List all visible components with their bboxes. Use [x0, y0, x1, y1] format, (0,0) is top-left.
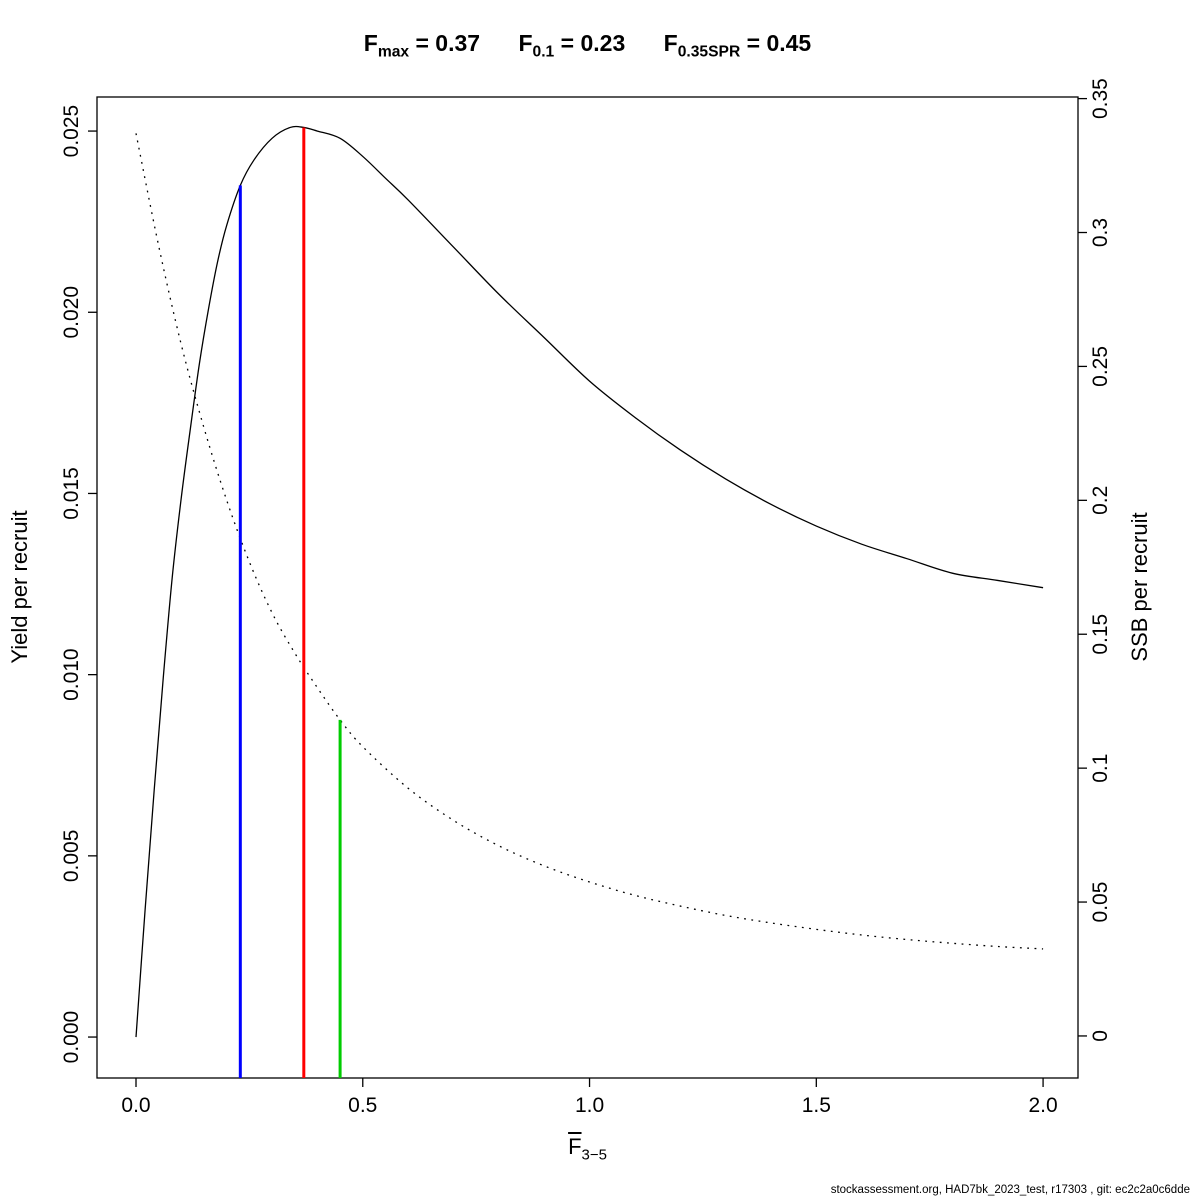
title-fmax: Fmax = 0.37: [363, 30, 481, 61]
x-tick-label: 0.0: [121, 1094, 150, 1117]
ssb-curve: [135, 133, 1044, 950]
x-tick-label: 1.0: [575, 1094, 604, 1117]
y-axis-label-right: SSB per recruit: [1127, 512, 1152, 662]
title-f01-base: F: [518, 30, 533, 56]
y-left-tick-label: 0.010: [60, 648, 83, 701]
x-tick-label: 1.5: [802, 1094, 831, 1117]
title-f035spr: F0.35SPR = 0.45: [663, 30, 812, 61]
y-right-tick-label: 0.25: [1089, 346, 1112, 387]
x-axis-label: F3−5: [97, 1134, 1078, 1163]
plot-frame: [96, 96, 1079, 1079]
title-f01: F0.1 = 0.23: [518, 30, 626, 61]
title-f035spr-value: = 0.45: [740, 30, 812, 56]
y-left-tick-label: 0.025: [60, 105, 83, 158]
title-fmax-sub: max: [377, 43, 410, 61]
caption: stockassessment.org, HAD7bk_2023_test, r…: [830, 1184, 1190, 1196]
x-tick-label: 0.5: [348, 1094, 377, 1117]
plot-title: Fmax = 0.37 F0.1 = 0.23 F0.35SPR = 0.45: [97, 30, 1078, 62]
y-left-tick-label: 0.005: [60, 830, 83, 883]
y-left-tick-label: 0.015: [60, 467, 83, 520]
y-right-tick-label: 0.05: [1089, 882, 1112, 923]
x-axis-label-base: F: [568, 1134, 582, 1159]
title-f035spr-base: F: [663, 30, 678, 56]
y-left-tick-label: 0.020: [60, 286, 83, 339]
title-fmax-base: F: [363, 30, 378, 56]
y-right-tick-label: 0.15: [1089, 614, 1112, 655]
title-f01-sub: 0.1: [532, 43, 555, 61]
title-fmax-value: = 0.37: [409, 30, 481, 56]
y-right-tick-label: 0.3: [1089, 218, 1112, 247]
y-right-tick-label: 0.35: [1089, 78, 1112, 119]
title-f01-value: = 0.23: [554, 30, 626, 56]
y-right-tick-label: 0: [1089, 1030, 1112, 1042]
y-right-tick-label: 0.2: [1089, 486, 1112, 515]
y-axis-label-left: Yield per recruit: [7, 510, 32, 664]
yield-curve: [135, 125, 1044, 1038]
y-left-tick-label: 0.000: [60, 1011, 83, 1064]
title-f035spr-sub: 0.35SPR: [677, 43, 741, 61]
x-tick-label: 2.0: [1028, 1094, 1057, 1117]
x-axis-label-sub: 3−5: [581, 1146, 607, 1164]
y-right-tick-label: 0.1: [1089, 754, 1112, 783]
